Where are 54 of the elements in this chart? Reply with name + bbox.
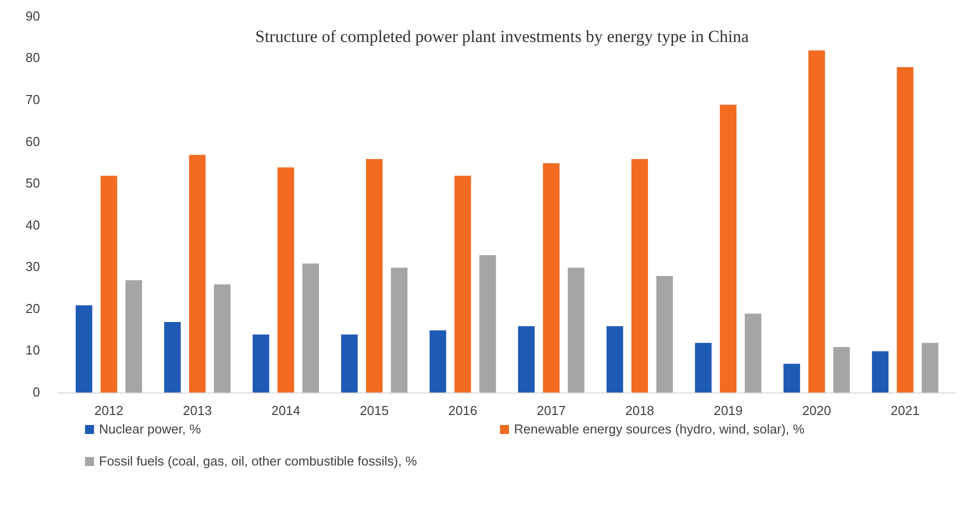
bar <box>454 176 472 393</box>
bar <box>744 314 762 393</box>
bar <box>783 364 800 393</box>
bar <box>922 342 938 393</box>
x-tick-label: 2016 <box>448 403 478 418</box>
bar <box>341 334 358 393</box>
bar <box>720 104 736 393</box>
x-tick-label: 2013 <box>182 403 212 418</box>
bar <box>100 176 118 393</box>
bar <box>568 268 584 393</box>
bar <box>278 167 294 393</box>
y-tick-label: 70 <box>26 92 40 107</box>
legend-label: Nuclear power, % <box>99 421 202 436</box>
y-tick-label: 30 <box>26 259 40 274</box>
x-tick-label: 2021 <box>890 403 920 418</box>
bar <box>808 50 825 393</box>
y-tick-label: 90 <box>26 8 40 24</box>
y-tick-label: 80 <box>26 50 40 66</box>
bar <box>366 159 383 393</box>
x-tick-label: 2014 <box>271 403 300 418</box>
y-tick-label: 10 <box>26 342 40 358</box>
legend-label: Fossil fuels (coal, gas, oil, other combustible fossils), % <box>99 453 418 468</box>
bar <box>76 305 92 393</box>
x-tick-label: 2017 <box>536 403 566 418</box>
bar <box>656 276 673 393</box>
legend-label: Renewable energy sources (hydro, wind, solar), % <box>514 421 805 436</box>
bar <box>606 326 624 393</box>
y-tick-label: 40 <box>26 217 40 232</box>
y-tick-label: 0 <box>32 384 40 400</box>
y-tick-label: 20 <box>26 300 40 316</box>
x-tick-label: 2015 <box>360 403 389 418</box>
y-tick-label: 60 <box>26 134 40 149</box>
bar <box>872 351 889 393</box>
bar <box>189 154 206 393</box>
bar <box>833 347 850 393</box>
x-tick-label: 2012 <box>94 403 124 418</box>
bar <box>214 284 231 393</box>
bar <box>164 322 181 393</box>
x-tick-label: 2018 <box>625 403 654 418</box>
bar <box>390 268 408 393</box>
text: Structure of completed power plant investments by energy type in China <box>255 27 750 46</box>
bar <box>125 280 142 393</box>
bar <box>695 342 712 393</box>
bar <box>302 263 319 393</box>
bar <box>518 326 535 393</box>
x-tick-label: 2019 <box>714 403 743 418</box>
bar <box>252 334 270 393</box>
bar <box>631 159 648 393</box>
y-tick-label: 50 <box>26 176 40 191</box>
bar <box>896 67 914 393</box>
x-tick-label: 2020 <box>802 403 832 418</box>
bar <box>479 255 496 393</box>
bar <box>542 163 560 393</box>
bar <box>430 330 446 393</box>
